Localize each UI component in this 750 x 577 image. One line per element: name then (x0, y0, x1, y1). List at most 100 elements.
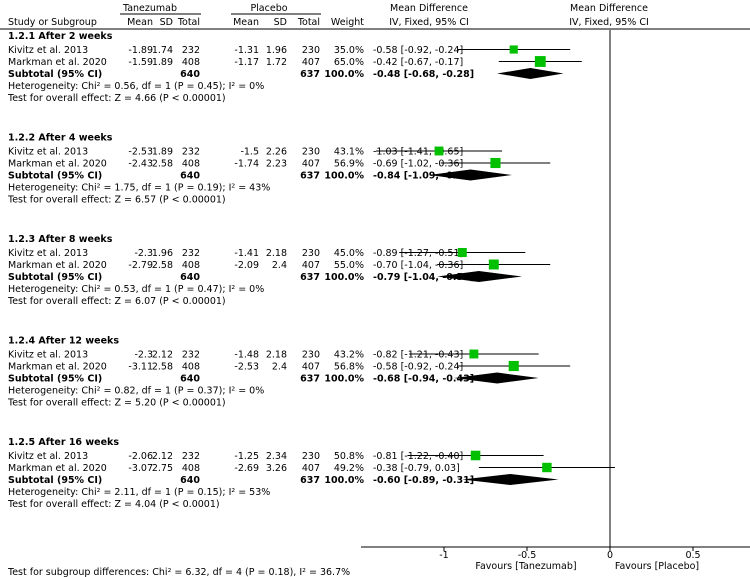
mean2-header: Mean (233, 17, 259, 28)
heterogeneity-text: Heterogeneity: Chi² = 0.56, df = 1 (P = … (8, 81, 264, 92)
study-marker (457, 247, 467, 258)
subgroup-title: 1.2.4 After 12 weeks (8, 336, 119, 347)
study-n1: 232 (182, 147, 200, 158)
heterogeneity-text: Heterogeneity: Chi² = 0.53, df = 1 (P = … (8, 284, 264, 295)
study-weight: 50.8% (334, 451, 364, 462)
study-sd2: 1.96 (266, 45, 287, 56)
study-n2: 230 (302, 248, 320, 259)
study-n1: 408 (182, 463, 200, 474)
subtotal-label: Subtotal (95% CI) (8, 374, 102, 385)
study-n1: 232 (182, 248, 200, 259)
subtotal-n1: 640 (180, 272, 200, 283)
subtotal-ci: -0.48 [-0.68, -0.28] (373, 69, 474, 80)
study-n1: 232 (182, 45, 200, 56)
heterogeneity-text: Heterogeneity: Chi² = 2.11, df = 1 (P = … (8, 487, 270, 498)
subtotal-n2: 637 (300, 374, 320, 385)
sd2-header: SD (274, 17, 287, 28)
study-name: Kivitz et al. 2013 (8, 248, 88, 259)
study-ci: -0.81 [-1.22, -0.40] (373, 451, 463, 462)
study-name: Markman et al. 2020 (8, 362, 107, 373)
study-marker (434, 146, 444, 156)
study-n2: 230 (302, 45, 320, 56)
study-ci: -0.58 [-0.92, -0.24] (373, 45, 463, 56)
subtotal-label: Subtotal (95% CI) (8, 69, 102, 80)
group1-header: Tanezumab (122, 3, 177, 14)
subtotal-weight: 100.0% (324, 171, 364, 182)
subgroup-rows: 1.2.1 After 2 weeks Kivitz et al. 2013 -1.… (7, 31, 474, 510)
study-mean2: -2.09 (234, 260, 259, 271)
study-marker (470, 450, 481, 461)
study-marker (542, 462, 552, 473)
subgroup-title: 1.2.5 After 16 weeks (8, 437, 119, 448)
study-weight: 49.2% (334, 463, 364, 474)
study-mean2: -2.53 (234, 362, 259, 373)
x-axis-tick-label: -0.5 (518, 550, 537, 561)
study-n1: 232 (182, 451, 200, 462)
overall-effect-text: Test for overall effect: Z = 6.07 (P < 0… (7, 296, 226, 307)
study-mean2: -1.5 (240, 147, 259, 158)
study-marker (534, 56, 546, 67)
study-n1: 408 (182, 362, 200, 373)
study-mean2: -2.69 (234, 463, 259, 474)
study-n2: 407 (302, 260, 320, 271)
study-name: Kivitz et al. 2013 (8, 147, 88, 158)
study-n1: 408 (182, 260, 200, 271)
study-mean1: -1.89 (128, 45, 153, 56)
subtotal-ci: -0.68 [-0.94, -0.43] (373, 374, 474, 385)
md-header: Mean Difference (390, 3, 468, 14)
study-mean2: -1.25 (234, 451, 259, 462)
study-ci: -0.42 [-0.67, -0.17] (373, 57, 463, 68)
plot-area (375, 30, 615, 547)
study-marker (509, 45, 518, 54)
overall-effect-text: Test for overall effect: Z = 4.66 (P < 0… (7, 93, 226, 104)
study-marker (469, 349, 479, 359)
subtotal-diamond (437, 271, 523, 282)
subtotal-n2: 637 (300, 171, 320, 182)
study-name: Kivitz et al. 2013 (8, 45, 88, 56)
study-name: Markman et al. 2020 (8, 57, 107, 68)
study-sd1: 2.58 (152, 159, 173, 170)
overall-effect-text: Test for overall effect: Z = 5.20 (P < 0… (7, 398, 226, 409)
study-weight: 56.8% (334, 362, 364, 373)
study-sd2: 2.4 (272, 260, 287, 271)
overall-effect-text: Test for overall effect: Z = 6.57 (P < 0… (7, 195, 226, 206)
subtotal-n2: 637 (300, 69, 320, 80)
subtotal-ci: -0.60 [-0.89, -0.31] (373, 475, 474, 486)
study-weight: 45.0% (334, 248, 364, 259)
subtotal-n1: 640 (180, 475, 200, 486)
weight-header: Weight (331, 17, 364, 28)
study-marker (488, 259, 499, 270)
study-sd2: 2.18 (266, 350, 287, 361)
study-sd1: 2.58 (152, 362, 173, 373)
study-ci: -0.70 [-1.04, -0.36] (373, 260, 463, 271)
subtotal-weight: 100.0% (324, 69, 364, 80)
subgroup-title: 1.2.1 After 2 weeks (8, 31, 113, 42)
subtotal-label: Subtotal (95% CI) (8, 171, 102, 182)
study-mean1: -2.3 (134, 350, 153, 361)
study-mean2: -1.74 (234, 159, 259, 170)
study-marker (508, 360, 519, 372)
subtotal-n1: 640 (180, 171, 200, 182)
study-n2: 230 (302, 451, 320, 462)
study-marker (490, 157, 501, 169)
study-n2: 407 (302, 57, 320, 68)
study-mean1: -2.79 (128, 260, 153, 271)
total1-header: Total (177, 17, 200, 28)
study-sd2: 2.18 (266, 248, 287, 259)
study-name: Markman et al. 2020 (8, 463, 107, 474)
subgroup-title: 1.2.3 After 8 weeks (8, 234, 113, 245)
study-sd2: 2.34 (266, 451, 287, 462)
md-method-header: IV, Fixed, 95% CI (389, 17, 469, 28)
study-n2: 407 (302, 463, 320, 474)
study-column-header: Study or Subgroup (8, 17, 97, 28)
study-name: Kivitz et al. 2013 (8, 451, 88, 462)
study-mean1: -2.43 (128, 159, 153, 170)
study-weight: 43.2% (334, 350, 364, 361)
study-name: Markman et al. 2020 (8, 260, 107, 271)
subtotal-diamond (497, 68, 564, 79)
study-n2: 230 (302, 350, 320, 361)
study-ci: -0.82 [-1.21, -0.43] (373, 350, 463, 361)
study-ci: -0.69 [-1.02, -0.36] (373, 159, 463, 170)
study-mean2: -1.31 (234, 45, 259, 56)
